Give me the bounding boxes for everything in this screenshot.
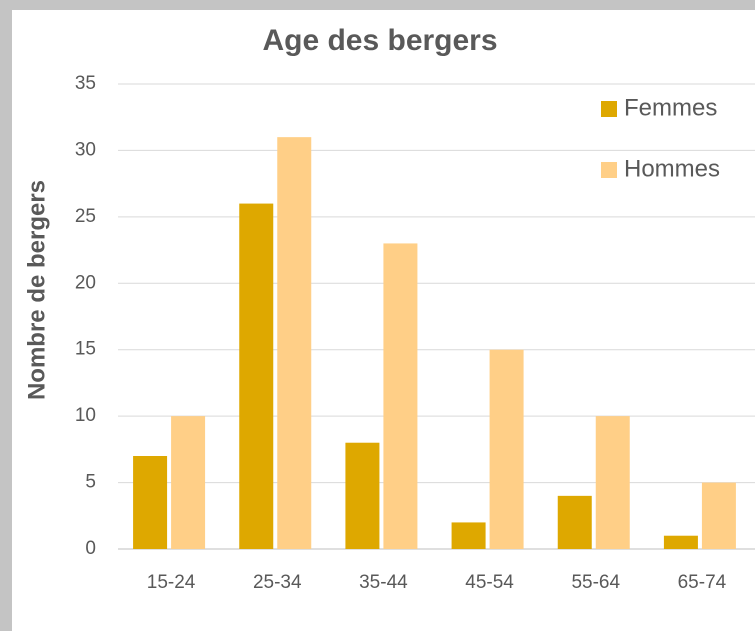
bar — [171, 416, 206, 549]
bar — [239, 203, 274, 550]
legend-swatch — [601, 162, 617, 178]
bar — [383, 243, 418, 549]
x-tick-label: 55-64 — [571, 572, 620, 593]
x-tick-label: 65-74 — [678, 572, 727, 593]
x-tick-label: 15-24 — [147, 572, 196, 593]
bar — [701, 482, 736, 549]
bar — [595, 416, 630, 549]
bar — [133, 456, 168, 549]
y-tick-label: 0 — [85, 538, 96, 559]
x-tick-label: 25-34 — [253, 572, 302, 593]
y-axis-label: Nombre de bergers — [23, 180, 50, 400]
legend-label: Femmes — [624, 94, 717, 121]
y-tick-label: 15 — [75, 339, 96, 360]
x-tick-label: 45-54 — [465, 572, 514, 593]
y-tick-label: 5 — [85, 472, 96, 493]
y-tick-label: 25 — [75, 206, 96, 227]
bar — [663, 535, 698, 549]
bar — [277, 137, 312, 549]
y-tick-label: 10 — [75, 405, 96, 426]
legend-swatch — [601, 101, 617, 117]
bar — [557, 495, 592, 549]
chart-title: Age des bergers — [262, 24, 497, 57]
bar — [489, 349, 524, 549]
bar — [451, 522, 486, 549]
y-tick-label: 35 — [75, 73, 96, 94]
y-tick-label: 20 — [75, 272, 96, 293]
x-tick-label: 35-44 — [359, 572, 408, 593]
legend-label: Hommes — [624, 155, 720, 182]
y-tick-label: 30 — [75, 139, 96, 160]
bar — [345, 442, 380, 549]
